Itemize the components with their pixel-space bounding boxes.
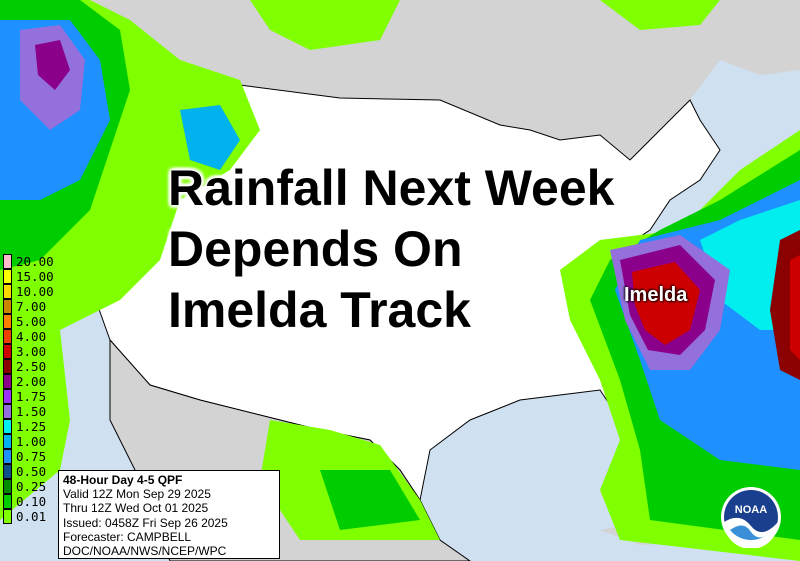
legend-swatch xyxy=(3,464,12,479)
legend-swatch xyxy=(3,359,12,374)
canada-land xyxy=(0,0,800,160)
legend-swatch xyxy=(3,284,12,299)
legend-swatch xyxy=(3,509,12,524)
info-title: 48-Hour Day 4-5 QPF xyxy=(63,473,183,487)
legend-label: 15.00 xyxy=(16,269,54,284)
precip-area xyxy=(180,105,240,170)
legend-label: 5.00 xyxy=(16,314,47,329)
legend-label: 0.50 xyxy=(16,464,47,479)
info-agency: DOC/NOAA/NWS/NCEP/WPC xyxy=(63,544,227,559)
legend-swatch xyxy=(3,419,12,434)
noaa-logo: NOAA xyxy=(721,487,781,548)
legend-label: 0.10 xyxy=(16,494,47,509)
legend-swatch xyxy=(3,344,12,359)
headline: Rainfall Next Week Depends On Imelda Tra… xyxy=(168,158,614,341)
forecast-info-box: 48-Hour Day 4-5 QPF Valid 12Z Mon Sep 29… xyxy=(58,470,280,559)
info-valid: Valid 12Z Mon Sep 29 2025 xyxy=(63,487,211,502)
legend-label: 2.00 xyxy=(16,374,47,389)
precip-area xyxy=(320,470,420,530)
legend-swatch xyxy=(3,299,12,314)
info-issued: Issued: 0458Z Fri Sep 26 2025 xyxy=(63,515,228,530)
legend-swatch xyxy=(3,434,12,449)
legend-label: 0.25 xyxy=(16,479,47,494)
legend-label: 0.75 xyxy=(16,449,47,464)
legend-swatch xyxy=(3,479,12,494)
precip-east xyxy=(560,130,800,561)
headline-line: Imelda Track xyxy=(168,282,471,338)
info-thru: Thru 12Z Wed Oct 01 2025 xyxy=(63,501,209,516)
legend-swatch xyxy=(3,254,12,269)
legend-label: 1.75 xyxy=(16,389,47,404)
legend-label: 4.00 xyxy=(16,329,47,344)
precip-west xyxy=(0,0,720,540)
precip-area xyxy=(790,255,800,360)
precip-area xyxy=(35,40,70,90)
precip-area xyxy=(250,0,400,50)
noaa-logo-text: NOAA xyxy=(735,504,767,516)
precip-area xyxy=(632,262,700,345)
storm-label: Imelda xyxy=(624,284,688,306)
legend-swatch xyxy=(3,494,12,509)
legend-label: 20.00 xyxy=(16,254,54,269)
legend-swatch xyxy=(3,269,12,284)
headline-line: Rainfall Next Week xyxy=(168,160,615,216)
legend-swatch xyxy=(3,389,12,404)
legend-swatch xyxy=(3,374,12,389)
legend-swatch xyxy=(3,449,12,464)
legend-label: 3.00 xyxy=(16,344,47,359)
info-forecaster: Forecaster: CAMPBELL xyxy=(63,529,192,544)
headline-line: Depends On xyxy=(168,221,463,277)
legend-label: 1.25 xyxy=(16,419,47,434)
legend-label: 10.00 xyxy=(16,284,54,299)
precip-area xyxy=(0,330,70,520)
legend-label: 1.00 xyxy=(16,434,47,449)
legend-swatch xyxy=(3,404,12,419)
precip-area xyxy=(600,0,720,30)
legend-label: 1.50 xyxy=(16,404,47,419)
legend-swatch xyxy=(3,329,12,344)
legend-label: 7.00 xyxy=(16,299,47,314)
legend-swatch xyxy=(3,314,12,329)
legend-label: 0.01 xyxy=(16,509,47,524)
legend-label: 2.50 xyxy=(16,359,47,374)
